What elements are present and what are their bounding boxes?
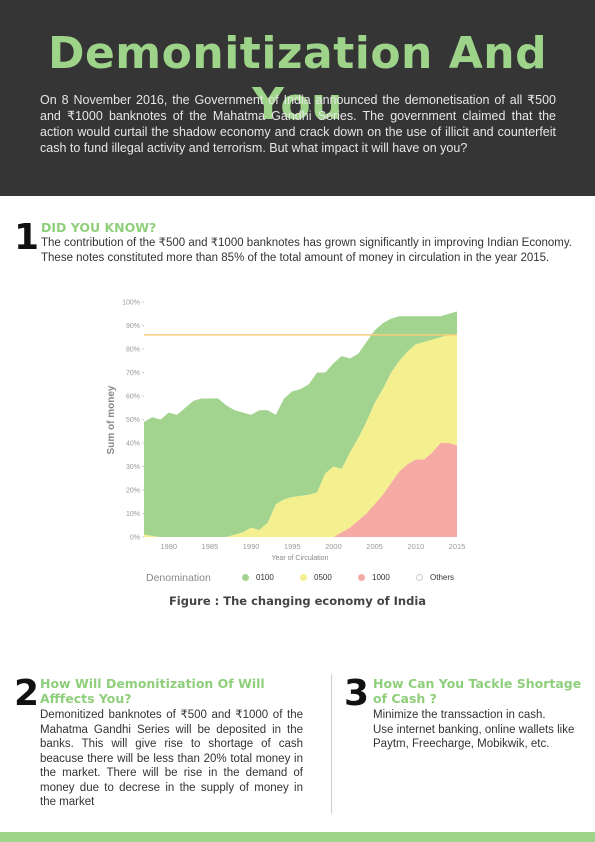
section-2-heading: How Will Demonitization Of Will Afffects… <box>40 676 265 706</box>
legend-label-others: Others <box>430 573 455 582</box>
section-2-number: 2 <box>14 673 40 714</box>
x-tick-label: 1980 <box>160 542 177 551</box>
legend-label-0500: 0500 <box>314 573 332 582</box>
area-series-others <box>144 302 457 422</box>
header-banner: Demonitization And You On 8 November 201… <box>0 0 595 196</box>
section-3-number: 3 <box>344 673 370 714</box>
section-3-heading: How Can You Tackle Shortage of Cash ? <box>373 676 582 706</box>
x-axis-label: Year of Circulation <box>272 555 329 562</box>
y-tick-label: 40% <box>126 441 140 448</box>
legend-swatch-0100 <box>242 574 249 581</box>
x-tick-labels: 1980 1985 1990 1995 2000 2005 2010 2015 <box>160 542 465 551</box>
y-tick-label: 20% <box>126 488 140 495</box>
legend-swatch-0500 <box>300 574 307 581</box>
x-tick-label: 2010 <box>407 542 424 551</box>
area-series-0500 <box>144 334 457 537</box>
y-tick-labels: 0% 10% 20% 30% 40% 50% 60% 70% 80% 90% 100% <box>122 300 144 542</box>
y-tick-label: 50% <box>126 417 140 424</box>
section-3-text: Minimize the transsaction in cash. Use i… <box>373 709 575 750</box>
column-divider <box>331 674 332 814</box>
x-tick-label: 1985 <box>202 542 219 551</box>
area-series-0100 <box>144 311 457 537</box>
y-tick-label: 10% <box>126 511 140 518</box>
legend-label-0100: 0100 <box>256 573 274 582</box>
y-tick-label: 90% <box>126 323 140 330</box>
area-series-1000 <box>144 443 457 537</box>
x-tick-label: 1990 <box>243 542 260 551</box>
x-tick-label: 2000 <box>325 542 342 551</box>
y-tick-label: 80% <box>126 347 140 354</box>
intro-paragraph: On 8 November 2016, the Government of In… <box>40 93 556 155</box>
legend-title: Denomination <box>146 572 211 584</box>
y-axis-label: Sum of money <box>106 385 117 454</box>
legend-swatch-1000 <box>358 574 365 581</box>
section-1-text: The contribution of the ₹500 and ₹1000 b… <box>41 237 572 264</box>
x-tick-label: 1995 <box>284 542 301 551</box>
section-1-number: 1 <box>14 217 40 258</box>
y-tick-label: 30% <box>126 464 140 471</box>
y-tick-label: 0% <box>130 535 140 542</box>
page-title: Demonitization And You <box>47 28 548 130</box>
legend-label-1000: 1000 <box>372 573 390 582</box>
x-tick-label: 2005 <box>366 542 383 551</box>
area-series-group <box>144 302 457 537</box>
figure-caption: Figure : The changing economy of India <box>168 594 427 608</box>
money-composition-chart: 0%10%20%30%40%50%60%70%80%90%100% 1980 19… <box>106 300 465 563</box>
section-1-heading: DID YOU KNOW? <box>41 220 157 235</box>
y-tick-label: 70% <box>126 370 140 377</box>
y-tick-label: 100% <box>122 300 140 307</box>
legend-swatch-others <box>416 574 423 581</box>
x-tick-label: 2015 <box>449 542 466 551</box>
footer-bar <box>0 832 595 842</box>
section-2-text: Demonitized banknotes of ₹500 and ₹1000 … <box>40 709 303 808</box>
y-tick-label: 60% <box>126 394 140 401</box>
